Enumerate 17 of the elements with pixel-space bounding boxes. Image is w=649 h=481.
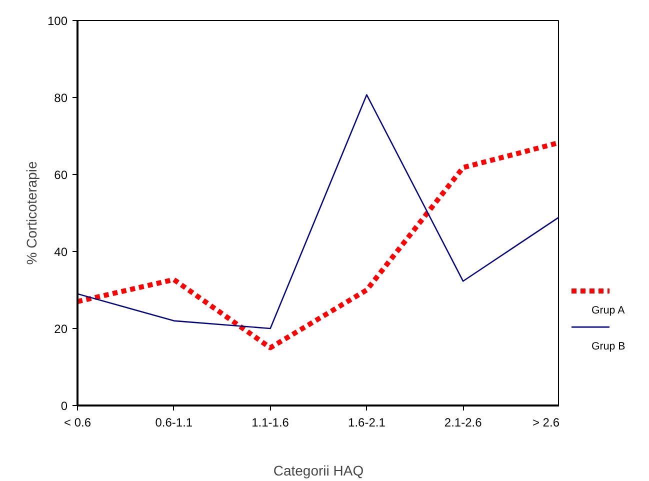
x-tick-label: 1.6-2.1 — [348, 416, 386, 430]
x-tick-label: 2.1-2.6 — [444, 416, 482, 430]
x-tick-label: < 0.6 — [64, 416, 92, 430]
x-tick-label: 0.6-1.1 — [155, 416, 193, 430]
y-tick-label: 0 — [60, 399, 68, 413]
x-tick-label: 1.1-1.6 — [252, 416, 290, 430]
y-axis-title: % Corticoterapie — [23, 161, 40, 265]
x-tick-label: > 2.6 — [532, 416, 560, 430]
y-tick-label: 60 — [54, 168, 68, 182]
text: Grup B — [592, 340, 626, 352]
y-tick-label: 20 — [54, 322, 68, 336]
y-tick-label: 40 — [54, 245, 68, 259]
y-tick-label: 100 — [47, 14, 68, 28]
text: Grup A — [592, 304, 626, 316]
x-axis-title: Categorii HAQ — [273, 462, 364, 478]
line-series — [78, 94, 559, 330]
y-tick-label: 80 — [54, 91, 68, 105]
